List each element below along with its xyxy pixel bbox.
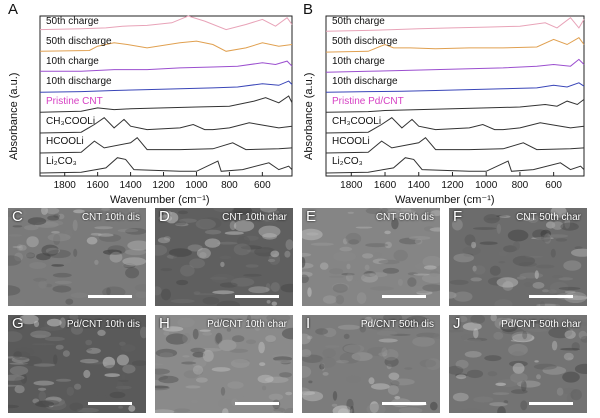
scale-bar [529,295,573,298]
spectrum-line [325,82,585,93]
sem-panel-letter: D [159,208,170,225]
series-label: 10th discharge [46,76,112,87]
sem-texture [8,208,146,306]
sem-caption: Pd/CNT 10th char [207,319,287,330]
sem-caption: CNT 50th dis [375,212,434,223]
plot-frame [39,15,293,177]
spectrum-line [325,17,585,32]
sem-texture [449,315,587,413]
series-label: Li₂CO₃ [332,156,363,167]
y-axis-label-a: Absorbance (a.u.) [8,72,20,160]
x-tick-label: 600 [254,180,271,191]
spectrum-line [325,157,585,174]
series-label: 10th charge [46,56,99,67]
sem-panel-letter: C [12,208,23,225]
sem-caption: Pd/CNT 50th char [501,319,581,330]
spectrum-line [39,137,293,154]
spectrum-line [39,15,293,31]
sem-caption: CNT 10th dis [81,212,140,223]
panel-letter-a: A [8,1,19,18]
sem-panel-letter: F [453,208,463,225]
x-tick-label: 1600 [87,180,110,191]
sem-image: D CNT 10th char [155,208,293,306]
y-axis-label-b: Absorbance (a.u.) [303,72,315,160]
sem-texture [302,208,440,305]
x-tick-label: 1400 [408,180,431,191]
sem-caption: Pd/CNT 50th dis [360,319,434,330]
spectrum-line [39,80,293,93]
spectrum-line [325,99,585,113]
sem-panel-letter: H [159,315,170,332]
sem-image: C CNT 10th dis [8,208,146,306]
x-tick-label: 1200 [152,180,175,191]
plot-frame [325,15,585,177]
x-tick-label: 800 [221,180,238,191]
sem-image: G Pd/CNT 10th dis [8,315,146,413]
sem-panel-letter: E [306,208,317,225]
sem-texture [155,208,293,306]
ftir-chart-a: 50th charge 50th discharge 10th charge 10th… [39,2,293,191]
spectrum-line [39,95,293,113]
x-axis-label-a: Wavenumber (cm⁻¹) [110,194,210,206]
series-label: 50th charge [46,16,99,27]
scale-bar [382,402,426,405]
spectrum-line [39,117,293,134]
x-tick-label: 600 [545,180,562,191]
series-label: 50th discharge [332,36,398,47]
sem-image: H Pd/CNT 10th char [155,315,293,413]
spectrum-line [39,157,293,174]
spectrum-line [325,137,585,154]
sem-caption: CNT 10th char [222,212,287,223]
sem-caption: Pd/CNT 10th dis [66,319,140,330]
series-label: Li₂CO₃ [46,156,77,167]
x-tick-label: 1000 [475,180,498,191]
spectrum-line [39,40,293,52]
sem-panel-letter: G [12,315,24,332]
sem-caption: CNT 50th char [516,212,581,223]
scale-bar [88,402,132,405]
sem-image: F CNT 50th char [449,208,587,306]
x-tick-label: 1000 [185,180,208,191]
series-label: Pristine Pd/CNT [332,96,404,107]
sem-texture [449,208,587,306]
series-label: 50th discharge [46,36,112,47]
sem-texture [302,315,440,413]
ftir-chart-a-svg: 50th charge 50th discharge 10th charge 10th… [39,15,293,191]
series-label: 10th charge [332,56,385,67]
ftir-chart-b-svg: 50th charge 50th discharge 10th charge 10th… [325,15,585,191]
scale-bar [235,295,279,298]
series-label: Pristine CNT [46,96,103,107]
sem-image: E CNT 50th dis [302,208,440,306]
scale-bar [382,295,426,298]
spectrum-line [325,37,585,53]
ftir-chart-b: 50th charge 50th discharge 10th charge 10th… [325,2,585,191]
x-tick-label: 800 [512,180,529,191]
spectrum-line [325,58,585,73]
sem-texture [155,315,293,413]
sem-texture [8,315,146,413]
x-tick-label: 1400 [119,180,142,191]
sem-panel-letter: I [306,315,311,332]
scale-bar [529,402,573,405]
sem-panel-letter: J [453,315,461,332]
x-axis-label-b: Wavenumber (cm⁻¹) [395,194,495,206]
sem-image: J Pd/CNT 50th char [449,315,587,413]
x-tick-label: 1200 [441,180,464,191]
series-label: CH₃COOLi [46,116,95,127]
spectrum-line [40,60,293,72]
scale-bar [235,402,279,405]
spectrum-line [325,117,585,134]
scale-bar [88,295,132,298]
x-tick-label: 1800 [54,180,77,191]
series-label: HCOOLi [332,136,370,147]
x-tick-label: 1600 [374,180,397,191]
x-tick-label: 1800 [340,180,363,191]
series-label: HCOOLi [46,136,84,147]
series-label: 50th charge [332,16,385,27]
series-label: CH₃COOLi [332,116,381,127]
panel-letter-b: B [303,1,314,18]
series-label: 10th discharge [332,76,398,87]
sem-image: I Pd/CNT 50th dis [302,315,440,413]
